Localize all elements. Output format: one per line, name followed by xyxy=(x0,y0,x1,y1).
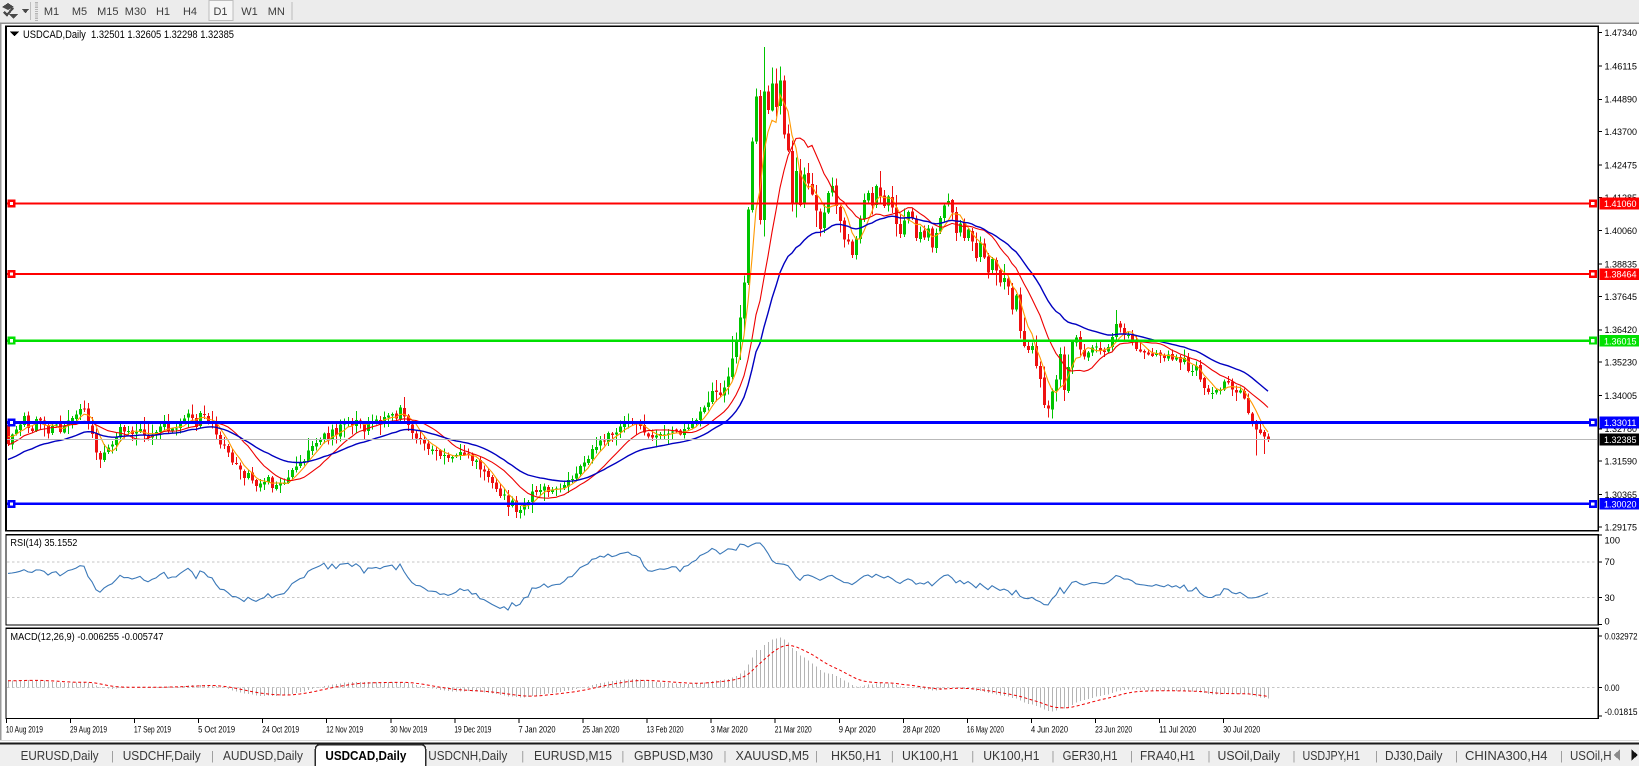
svg-text:13 Feb 2020: 13 Feb 2020 xyxy=(647,725,684,735)
svg-text:FRA40,H1: FRA40,H1 xyxy=(1140,748,1195,763)
svg-text:|: | xyxy=(521,751,524,763)
svg-text:0: 0 xyxy=(1605,616,1610,626)
svg-text:M30: M30 xyxy=(125,6,146,18)
svg-text:30 Jul 2020: 30 Jul 2020 xyxy=(1223,725,1260,735)
svg-text:|: | xyxy=(815,751,818,763)
svg-text:|: | xyxy=(111,751,114,763)
svg-text:1.33011: 1.33011 xyxy=(1604,418,1637,428)
svg-text:MN: MN xyxy=(268,6,285,18)
svg-text:|: | xyxy=(621,751,624,763)
svg-text:|: | xyxy=(1375,751,1378,763)
svg-text:3 Mar 2020: 3 Mar 2020 xyxy=(711,725,748,735)
svg-text:1.30020: 1.30020 xyxy=(1604,500,1637,510)
svg-text:RSI(14) 35.1552: RSI(14) 35.1552 xyxy=(10,538,77,549)
svg-text:D1: D1 xyxy=(213,6,227,18)
svg-text:0.00: 0.00 xyxy=(1605,683,1620,693)
svg-text:1.38464: 1.38464 xyxy=(1604,270,1637,280)
svg-text:1.46115: 1.46115 xyxy=(1605,61,1638,71)
svg-text:1.32385: 1.32385 xyxy=(1604,435,1637,445)
svg-text:MACD(12,26,9) -0.006255 -0.005: MACD(12,26,9) -0.006255 -0.005747 xyxy=(10,632,163,643)
svg-text:USDCNH,Daily: USDCNH,Daily xyxy=(428,748,507,763)
svg-text:1.42475: 1.42475 xyxy=(1605,160,1638,170)
svg-text:100: 100 xyxy=(1605,536,1621,546)
svg-text:1.38835: 1.38835 xyxy=(1605,260,1638,270)
svg-text:16 May 2020: 16 May 2020 xyxy=(967,725,1004,735)
svg-text:AUDUSD,Daily: AUDUSD,Daily xyxy=(223,748,303,763)
svg-text:1.40060: 1.40060 xyxy=(1605,226,1638,236)
svg-text:1.36015: 1.36015 xyxy=(1604,336,1637,346)
svg-text:HK50,H1: HK50,H1 xyxy=(831,748,881,763)
svg-text:EURUSD,M15: EURUSD,M15 xyxy=(534,748,612,763)
svg-text:M1: M1 xyxy=(44,6,59,18)
svg-text:XAUUSD,M5: XAUUSD,M5 xyxy=(736,748,810,763)
svg-text:W1: W1 xyxy=(241,6,258,18)
svg-text:10 Aug 2019: 10 Aug 2019 xyxy=(6,725,43,735)
svg-text:21 Mar 2020: 21 Mar 2020 xyxy=(775,725,812,735)
svg-text:M5: M5 xyxy=(72,6,87,18)
svg-text:|: | xyxy=(1052,751,1055,763)
svg-text:9 Apr 2020: 9 Apr 2020 xyxy=(839,725,876,735)
svg-text:|: | xyxy=(211,751,214,763)
svg-text:5 Oct 2019: 5 Oct 2019 xyxy=(198,725,235,735)
svg-text:USOil,Daily: USOil,Daily xyxy=(1218,748,1281,763)
svg-text:UK100,H1: UK100,H1 xyxy=(902,748,958,763)
svg-text:29 Aug 2019: 29 Aug 2019 xyxy=(70,725,107,735)
svg-text:USDCAD,Daily: USDCAD,Daily xyxy=(325,748,407,763)
svg-text:|: | xyxy=(1455,751,1458,763)
svg-text:|: | xyxy=(1293,751,1296,763)
svg-text:25 Jan 2020: 25 Jan 2020 xyxy=(583,725,620,735)
svg-text:H1: H1 xyxy=(156,6,170,18)
svg-text:1.29175: 1.29175 xyxy=(1605,522,1638,532)
svg-text:CHINA300,H4: CHINA300,H4 xyxy=(1465,748,1548,763)
svg-text:|: | xyxy=(724,751,727,763)
svg-text:1.44890: 1.44890 xyxy=(1605,95,1638,105)
svg-text:USDCAD,Daily 1.32501 1.32605: USDCAD,Daily 1.32501 1.32605 1.32298 1.3… xyxy=(23,29,234,41)
svg-text:M15: M15 xyxy=(97,6,118,18)
svg-text:H4: H4 xyxy=(183,6,197,18)
svg-text:-0.01815: -0.01815 xyxy=(1605,707,1638,717)
svg-text:30 Nov 2019: 30 Nov 2019 xyxy=(390,725,427,735)
svg-text:UK100,H1: UK100,H1 xyxy=(983,748,1039,763)
svg-text:|: | xyxy=(1130,751,1133,763)
svg-text:1.31590: 1.31590 xyxy=(1605,457,1638,467)
svg-text:28 Apr 2020: 28 Apr 2020 xyxy=(903,725,940,735)
svg-text:|: | xyxy=(1560,751,1563,763)
svg-text:USDCHF,Daily: USDCHF,Daily xyxy=(123,748,201,763)
svg-text:19 Dec 2019: 19 Dec 2019 xyxy=(454,725,491,735)
svg-text:USDJPY,H1: USDJPY,H1 xyxy=(1303,748,1361,763)
svg-text:GBPUSD,M30: GBPUSD,M30 xyxy=(634,748,713,763)
svg-text:11 Jul 2020: 11 Jul 2020 xyxy=(1159,725,1196,735)
svg-text:12 Nov 2019: 12 Nov 2019 xyxy=(326,725,363,735)
svg-text:GER30,H1: GER30,H1 xyxy=(1063,748,1118,763)
svg-text:|: | xyxy=(1208,751,1211,763)
svg-text:EURUSD,Daily: EURUSD,Daily xyxy=(21,748,99,763)
svg-text:24 Oct 2019: 24 Oct 2019 xyxy=(262,725,299,735)
svg-text:1.43700: 1.43700 xyxy=(1605,127,1638,137)
svg-text:0.032972: 0.032972 xyxy=(1605,632,1638,642)
svg-text:7 Jan 2020: 7 Jan 2020 xyxy=(519,725,556,735)
svg-text:1.41060: 1.41060 xyxy=(1604,199,1637,209)
svg-text:1.37645: 1.37645 xyxy=(1605,292,1638,302)
svg-text:17 Sep 2019: 17 Sep 2019 xyxy=(134,725,171,735)
svg-text:4 Jun 2020: 4 Jun 2020 xyxy=(1031,725,1068,735)
svg-text:1.34005: 1.34005 xyxy=(1605,391,1638,401)
svg-text:30: 30 xyxy=(1605,593,1615,603)
svg-text:1.36420: 1.36420 xyxy=(1605,325,1638,335)
svg-text:70: 70 xyxy=(1605,557,1615,567)
svg-text:|: | xyxy=(971,751,974,763)
svg-text:DJ30,Daily: DJ30,Daily xyxy=(1385,748,1443,763)
svg-text:1.47340: 1.47340 xyxy=(1605,28,1638,38)
svg-text:USOil,H: USOil,H xyxy=(1570,748,1612,763)
svg-text:23 Jun 2020: 23 Jun 2020 xyxy=(1095,725,1132,735)
svg-text:1.30365: 1.30365 xyxy=(1605,490,1638,500)
svg-text:|: | xyxy=(891,751,894,763)
svg-text:1.32780: 1.32780 xyxy=(1605,424,1638,434)
svg-text:1.35230: 1.35230 xyxy=(1605,358,1638,368)
